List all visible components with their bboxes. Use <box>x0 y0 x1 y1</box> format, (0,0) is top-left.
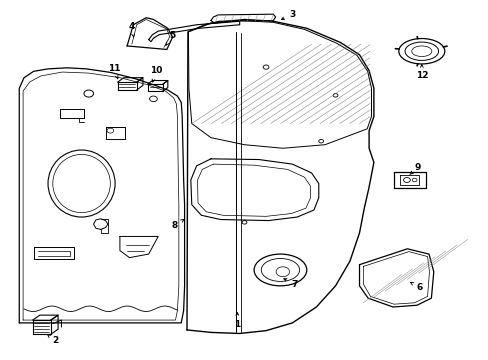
Text: 4: 4 <box>128 22 135 37</box>
Text: 12: 12 <box>415 64 427 80</box>
Text: 7: 7 <box>283 279 297 289</box>
Text: 9: 9 <box>409 163 420 175</box>
Text: 11: 11 <box>108 64 120 79</box>
Text: 10: 10 <box>149 66 162 82</box>
Text: 8: 8 <box>172 219 183 230</box>
Text: 2: 2 <box>47 334 58 345</box>
Text: 5: 5 <box>165 31 175 45</box>
Text: 3: 3 <box>281 10 295 19</box>
Text: 6: 6 <box>410 283 422 292</box>
Text: 1: 1 <box>234 312 240 329</box>
